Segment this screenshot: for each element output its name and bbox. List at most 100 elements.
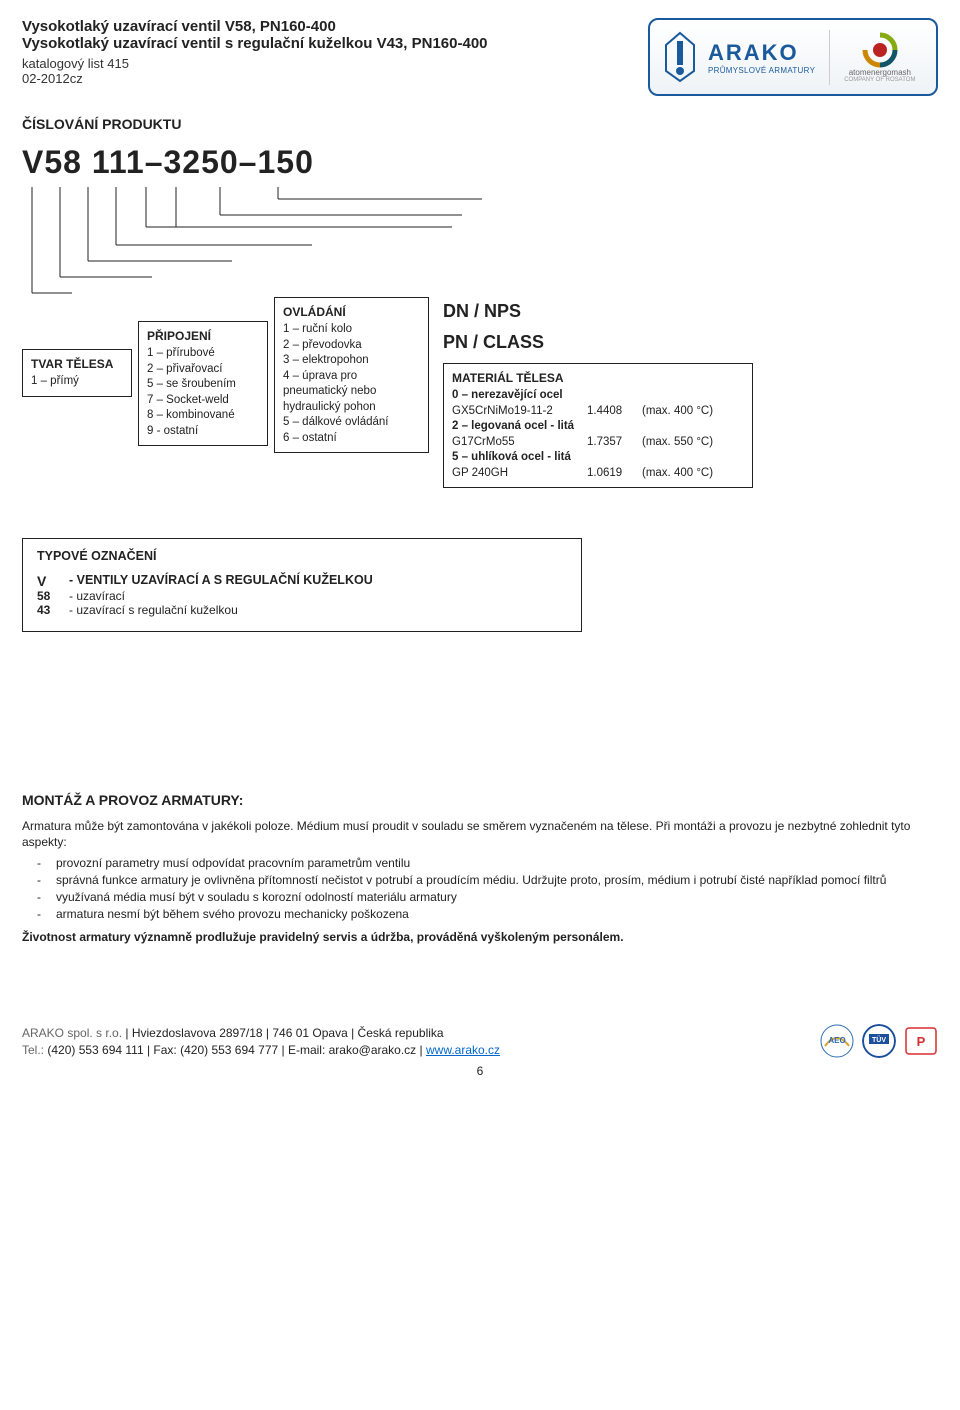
header-left: Vysokotlaký uzavírací ventil V58, PN160-… [22,18,488,86]
logo-box: ARAKO PRŮMYSLOVÉ ARMATURY atomenergomash… [648,18,938,96]
box4-cell: (max. 400 °C) [642,466,744,482]
footer-contacts: (420) 553 694 111 | Fax: (420) 553 694 7… [47,1043,426,1057]
bullet-dash: - [22,872,56,888]
box3-item: 2 – převodovka [283,338,420,354]
footer-addr: | Hviezdoslavova 2897/18 | 746 01 Opava … [125,1026,443,1040]
type-code: 58 [37,589,69,603]
box4-line: 2 – legovaná ocel - litá [452,419,744,435]
type-row: V- VENTILY UZAVÍRACÍ A S REGULAČNÍ KUŽEL… [37,573,567,589]
svg-text:P: P [917,1034,926,1049]
box4-mat-row: G17CrMo551.7357(max. 550 °C) [452,435,744,451]
box4-cell: (max. 550 °C) [642,435,744,451]
box-ovladani: OVLÁDÁNÍ 1 – ruční kolo2 – převodovka3 –… [274,297,429,453]
montaz-title: MONTÁŽ A PROVOZ ARMATURY: [22,792,938,808]
box3-item: 3 – elektropohon [283,353,420,369]
type-code: 43 [37,603,69,617]
brand-sub: PRŮMYSLOVÉ ARMATURY [708,66,815,75]
bracket-diagram [22,187,622,297]
montaz-bullet: -využívaná média musí být v souladu s ko… [22,889,938,905]
svg-text:TÜV: TÜV [872,1035,886,1044]
box2-item: 8 – kombinované [147,408,259,424]
footer-tel-label: Tel.: [22,1043,47,1057]
box-material: MATERIÁL TĚLESA 0 – nerezavějící ocelGX5… [443,363,753,488]
box4-line: 0 – nerezavějící ocel [452,388,744,404]
box4-cell: (max. 400 °C) [642,404,744,420]
side-labels: DN / NPS PN / CLASS [443,301,753,353]
box3-title: OVLÁDÁNÍ [283,304,420,320]
bullet-text: provozní parametry musí odpovídat pracov… [56,855,938,871]
box4-cell: GP 240GH [452,466,587,482]
box1-title: TVAR TĚLESA [31,356,123,372]
montaz-bullet: -armatura nesmí být během svého provozu … [22,906,938,922]
tuv-badge-icon: TÜV [862,1024,896,1058]
box2-item: 2 – přivařovací [147,362,259,378]
partner-logo: atomenergomash COMPANY OF ROSATOM [844,32,915,83]
dn-label: DN / NPS [443,301,753,322]
bullet-dash: - [22,906,56,922]
header-row: Vysokotlaký uzavírací ventil V58, PN160-… [22,18,938,96]
box4-mat-row: GX5CrNiMo19-11-21.4408(max. 400 °C) [452,404,744,420]
box4-mat-row: GP 240GH1.0619(max. 400 °C) [452,466,744,482]
box4-title: MATERIÁL TĚLESA [452,370,744,386]
box3-item: 5 – dálkové ovládání [283,415,420,431]
box1-item: 1 – přímý [31,374,123,390]
boxes-row: TVAR TĚLESA 1 – přímý PŘIPOJENÍ 1 – přír… [22,293,429,453]
bullet-text: armatura nesmí být během svého provozu m… [56,906,938,922]
box4-line: 5 – uhlíková ocel - litá [452,450,744,466]
box3-item: 1 – ruční kolo [283,322,420,338]
type-row: 58- uzavírací [37,589,567,603]
type-box: TYPOVÉ OZNAČENÍ V- VENTILY UZAVÍRACÍ A S… [22,538,582,632]
arako-logo-icon [660,31,700,83]
bullet-dash: - [22,855,56,871]
footer-link[interactable]: www.arako.cz [426,1043,500,1057]
header-right: ARAKO PRŮMYSLOVÉ ARMATURY atomenergomash… [648,18,938,96]
box4-cell: 1.4408 [587,404,642,420]
box4-cell: 1.7357 [587,435,642,451]
montaz-closing: Životnost armatury významně prodlužuje p… [22,930,938,944]
footer-company: ARAKO spol. s r.o. [22,1026,125,1040]
date-line: 02-2012cz [22,71,488,86]
page-number: 6 [22,1064,938,1078]
svg-text:AEO: AEO [828,1036,845,1045]
type-desc: - uzavírací s regulační kuželkou [69,603,238,617]
montaz-bullet: -provozní parametry musí odpovídat praco… [22,855,938,871]
bullet-text: správná funkce armatury je ovlivněna pří… [56,872,938,888]
type-desc: - VENTILY UZAVÍRACÍ A S REGULAČNÍ KUŽELK… [69,573,373,589]
bullet-dash: - [22,889,56,905]
aeo-badge-icon: AEO [820,1024,854,1058]
box2-item: 1 – přírubové [147,346,259,362]
footer-badges: AEO TÜV P [820,1024,938,1058]
partner-sub: COMPANY OF ROSATOM [844,77,915,83]
box4-cell: 1.0619 [587,466,642,482]
bullet-text: využívaná média musí být v souladu s kor… [56,889,938,905]
box2-title: PŘIPOJENÍ [147,328,259,344]
box4-cell: GX5CrNiMo19-11-2 [452,404,587,420]
box-tvar-telesa: TVAR TĚLESA 1 – přímý [22,349,132,397]
box2-item: 7 – Socket-weld [147,393,259,409]
box4-cell: G17CrMo55 [452,435,587,451]
type-code: V [37,573,69,589]
title-line-1: Vysokotlaký uzavírací ventil V58, PN160-… [22,18,488,35]
box3-item: 6 – ostatní [283,431,420,447]
box2-item: 5 – se šroubením [147,377,259,393]
box3-item: 4 – úprava pro pneumatický nebo hydrauli… [283,369,420,416]
box-pripojeni: PŘIPOJENÍ 1 – přírubové2 – přivařovací5 … [138,321,268,446]
pn-label: PN / CLASS [443,332,753,353]
atomenergomash-icon [862,32,898,68]
footer-left: ARAKO spol. s r.o. | Hviezdoslavova 2897… [22,1025,500,1059]
catalog-line: katalogový list 415 [22,56,488,71]
montaz-bullet: -správná funkce armatury je ovlivněna př… [22,872,938,888]
type-box-title: TYPOVÉ OZNAČENÍ [37,549,567,563]
product-code: V58 111–3250–150 [22,144,938,181]
brand-name: ARAKO [708,40,815,66]
montaz-intro: Armatura může být zamontována v jakékoli… [22,818,938,850]
box2-item: 9 - ostatní [147,424,259,440]
type-row: 43- uzavírací s regulační kuželkou [37,603,567,617]
type-desc: - uzavírací [69,589,125,603]
footer: ARAKO spol. s r.o. | Hviezdoslavova 2897… [22,1024,938,1058]
section-title: ČÍSLOVÁNÍ PRODUKTU [22,116,938,132]
partner-name: atomenergomash [849,68,911,77]
title-line-2: Vysokotlaký uzavírací ventil s regulační… [22,35,488,54]
logo-divider [829,30,830,85]
pct-badge-icon: P [904,1024,938,1058]
